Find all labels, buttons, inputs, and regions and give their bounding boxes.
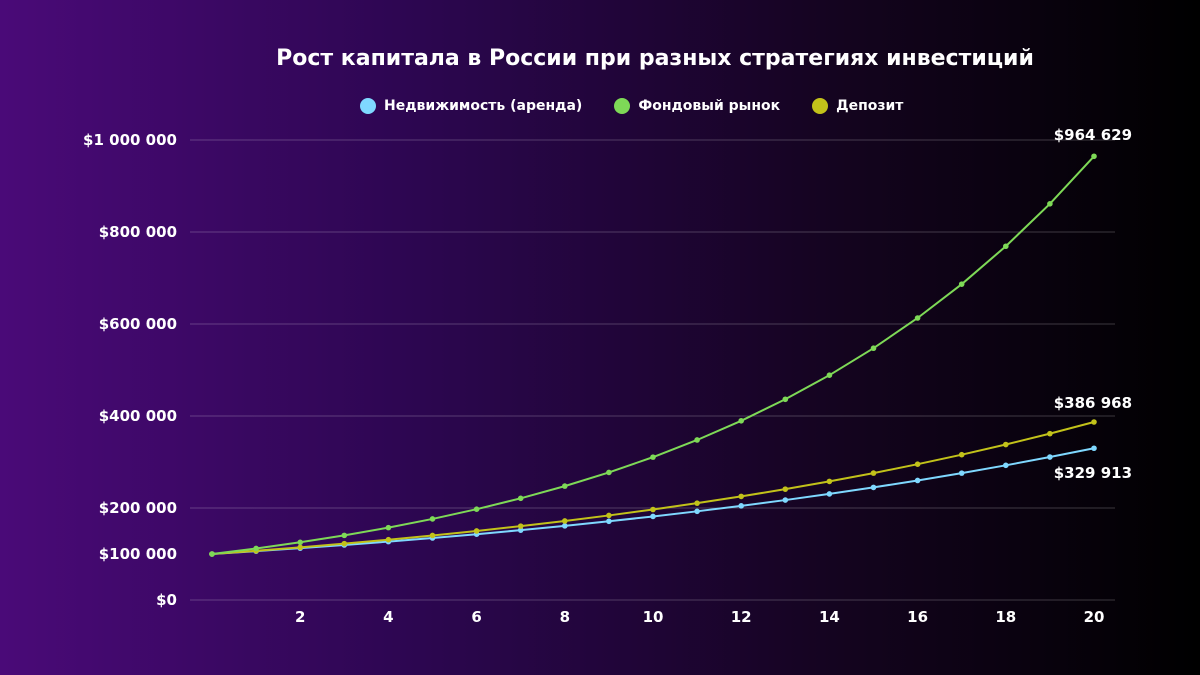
- data-point: [650, 513, 656, 520]
- y-tick-label: $600 000: [99, 315, 177, 333]
- data-point: [297, 544, 304, 551]
- chart-title: Рост капитала в России при разных страте…: [276, 46, 1034, 71]
- data-point: [1047, 430, 1053, 437]
- data-point: [517, 527, 524, 533]
- data-point: [1091, 445, 1097, 452]
- data-point: [1091, 153, 1097, 160]
- data-point: [826, 478, 833, 485]
- end-value-label: $329 913: [1054, 464, 1132, 482]
- x-tick-label: 12: [731, 608, 752, 626]
- data-point: [694, 508, 700, 515]
- data-point: [562, 518, 568, 524]
- x-tick-label: 8: [560, 608, 570, 626]
- data-point: [517, 523, 524, 529]
- data-point: [782, 486, 789, 492]
- data-point: [606, 518, 612, 525]
- data-point: [297, 539, 304, 546]
- x-tick-label: 14: [819, 608, 840, 626]
- legend-label: Депозит: [836, 98, 904, 114]
- data-point: [385, 536, 392, 543]
- data-point: [473, 528, 480, 534]
- data-point: [429, 532, 436, 539]
- y-tick-label: $800 000: [99, 223, 177, 241]
- legend: Недвижимость (аренда) Фондовый рынок Деп…: [360, 98, 903, 114]
- y-tick-label: $200 000: [99, 499, 177, 517]
- data-point: [429, 516, 436, 522]
- legend-item-stock-market: Фондовый рынок: [614, 98, 780, 114]
- data-point: [826, 372, 833, 378]
- x-tick-label: 6: [471, 608, 481, 626]
- data-point: [473, 506, 480, 513]
- y-tick-label: $400 000: [99, 407, 177, 425]
- data-point: [914, 315, 921, 321]
- data-point: [385, 524, 392, 531]
- data-point: [870, 470, 877, 476]
- end-value-label: $386 968: [1054, 394, 1132, 412]
- data-point: [606, 512, 612, 519]
- data-point: [650, 506, 656, 513]
- data-point: [870, 484, 877, 491]
- y-tick-label: $1 000 000: [83, 131, 177, 149]
- data-point: [782, 396, 789, 403]
- data-point: [253, 545, 259, 552]
- data-point: [650, 454, 656, 460]
- data-point: [958, 281, 965, 287]
- data-point: [914, 461, 921, 468]
- data-point: [738, 493, 744, 500]
- data-point: [870, 345, 877, 352]
- x-tick-label: 18: [995, 608, 1016, 626]
- data-point: [1003, 462, 1009, 469]
- data-point: [341, 540, 348, 547]
- x-tick-label: 20: [1084, 608, 1105, 626]
- data-point: [606, 469, 612, 476]
- y-tick-label: $0: [156, 591, 177, 609]
- data-point: [694, 437, 700, 443]
- data-point: [562, 483, 568, 489]
- data-point: [1091, 419, 1097, 425]
- data-point: [738, 503, 744, 509]
- data-point: [1047, 201, 1053, 207]
- legend-label: Недвижимость (аренда): [384, 98, 583, 114]
- data-point: [1003, 243, 1009, 250]
- data-point: [958, 470, 965, 476]
- data-point: [209, 551, 215, 557]
- data-point: [738, 417, 744, 424]
- legend-swatch: [360, 98, 376, 114]
- data-point: [914, 477, 921, 484]
- legend-item-real-estate: Недвижимость (аренда): [360, 98, 582, 114]
- x-tick-label: 16: [907, 608, 928, 626]
- x-tick-label: 2: [295, 608, 305, 626]
- legend-swatch: [614, 98, 631, 114]
- legend-swatch: [812, 98, 829, 114]
- series-line: [211, 155, 1095, 555]
- data-point: [517, 495, 524, 502]
- data-point: [1003, 441, 1009, 448]
- data-point: [1047, 454, 1053, 460]
- data-point: [341, 532, 348, 539]
- data-point: [958, 451, 965, 458]
- legend-label: Фондовый рынок: [638, 98, 781, 114]
- x-tick-label: 4: [383, 608, 393, 626]
- data-point: [694, 500, 700, 506]
- data-point: [782, 497, 789, 503]
- y-tick-label: $100 000: [99, 545, 177, 563]
- end-value-label: $964 629: [1054, 126, 1132, 144]
- data-point: [562, 523, 568, 529]
- legend-item-deposit: Депозит: [812, 98, 903, 114]
- data-point: [826, 491, 833, 497]
- x-tick-label: 10: [643, 608, 664, 626]
